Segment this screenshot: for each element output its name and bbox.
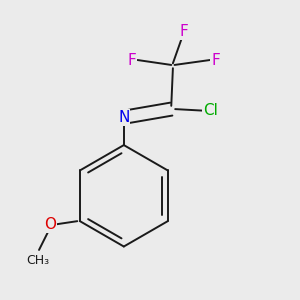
Text: O: O [44, 217, 56, 232]
Text: F: F [128, 52, 136, 68]
Text: F: F [180, 24, 189, 39]
Text: Cl: Cl [203, 103, 218, 118]
Text: F: F [211, 52, 220, 68]
Text: N: N [118, 110, 130, 125]
Text: CH₃: CH₃ [26, 254, 49, 267]
